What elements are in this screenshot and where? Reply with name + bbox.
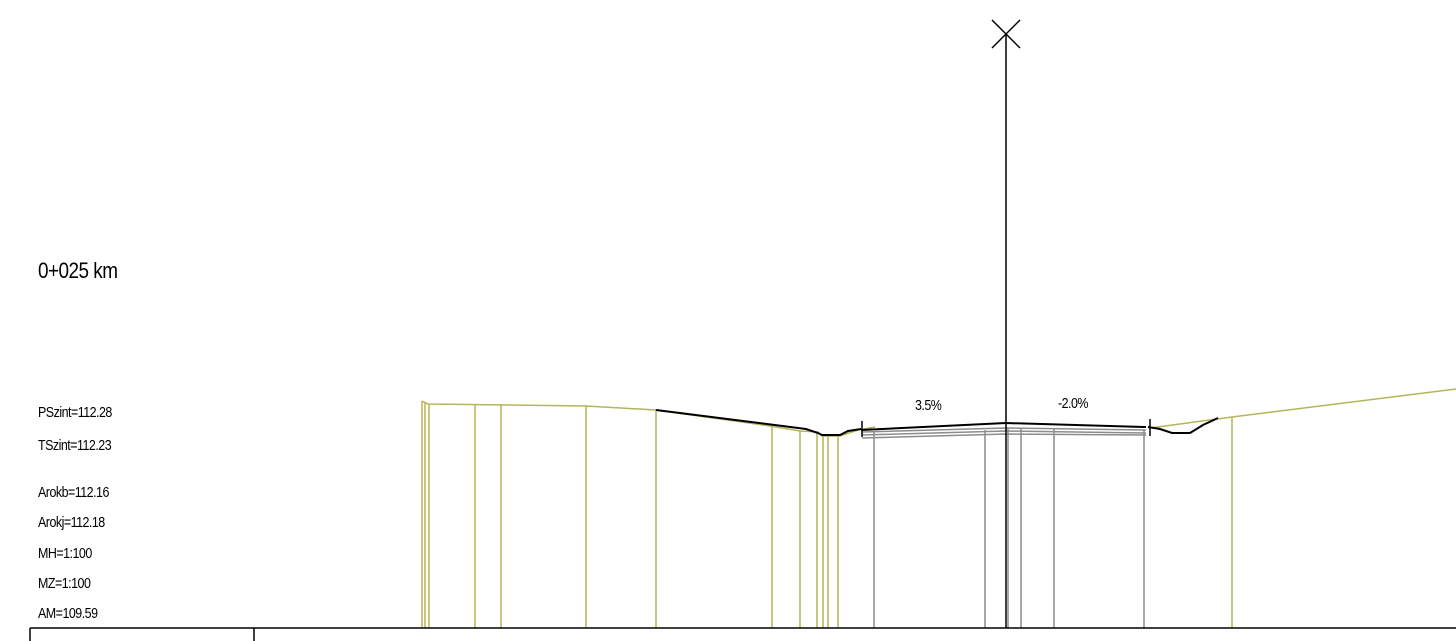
data-table-frame	[29, 627, 1456, 641]
left-slope-label: 3.5%	[915, 398, 942, 414]
pavement-layers	[861, 427, 1147, 439]
terrain-surface-line-right	[1149, 388, 1456, 429]
mz-scale-label: MZ=1:100	[38, 576, 91, 592]
x-cross-icon	[991, 19, 1021, 49]
terrain-ordinate-lines	[421, 401, 1233, 628]
right-slope-label: -2.0%	[1058, 396, 1089, 412]
am-datum-label: AM=109.59	[38, 606, 98, 622]
mh-scale-label: MH=1:100	[38, 546, 92, 562]
terrain-surface-line	[421, 400, 876, 437]
station-label: 0+025 km	[38, 258, 118, 283]
pavement-edge-ticks	[861, 419, 1151, 437]
arokb-label: Arokb=112.16	[38, 485, 109, 501]
arokj-label: Arokj=112.18	[38, 515, 105, 531]
pszint-label: PSzint=112.28	[38, 405, 112, 421]
pavement-ordinate-lines	[873, 428, 1145, 628]
tszint-label: TSzint=112.23	[38, 438, 112, 454]
